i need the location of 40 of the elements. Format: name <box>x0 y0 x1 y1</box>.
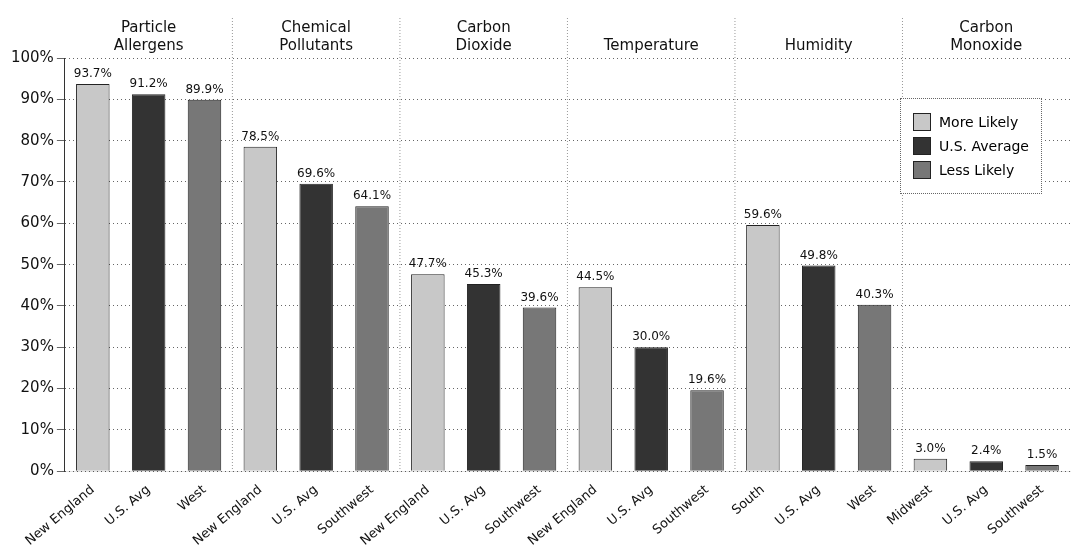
data-label: 91.2% <box>129 76 168 91</box>
data-label: 64.1% <box>352 188 392 203</box>
y-tick-label: 10% <box>20 419 54 438</box>
y-tick-label: 70% <box>20 171 54 190</box>
legend-label: Less Likely <box>939 162 1015 178</box>
data-label: 3.0% <box>915 440 946 455</box>
legend-label: U.S. Average <box>939 138 1029 154</box>
y-tick-label: 0% <box>30 461 54 480</box>
y-tick-label: 60% <box>20 213 54 232</box>
text: Temperature <box>602 36 699 54</box>
x-tick-label: U.S. Avg <box>101 481 153 528</box>
data-label: 44.5% <box>576 269 615 284</box>
y-tick-label: 90% <box>20 89 54 108</box>
text: Chemical Pollutants <box>279 18 354 54</box>
data-label: 39.6% <box>520 289 559 304</box>
data-label: 78.5% <box>241 128 280 143</box>
text: Carbon Dioxide <box>455 18 512 54</box>
data-label: 2.4% <box>970 443 1002 458</box>
y-tick-label: 20% <box>20 378 54 397</box>
y-tick-label: 80% <box>20 130 54 149</box>
data-label: 89.9% <box>185 81 224 96</box>
data-label: 93.7% <box>73 66 112 81</box>
data-label: 49.8% <box>799 247 838 262</box>
x-tick-label: U.S. Avg <box>771 481 823 528</box>
text: Particle Allergens <box>113 18 184 54</box>
text: Carbon Monoxide <box>950 18 1023 54</box>
y-tick-label: 50% <box>20 254 54 273</box>
y-tick-label: 30% <box>20 337 54 356</box>
data-label: 40.3% <box>855 286 894 301</box>
data-label: 69.6% <box>297 165 336 180</box>
data-label: 45.3% <box>464 266 503 281</box>
data-label: 1.5% <box>1026 447 1058 462</box>
data-label: 30.0% <box>632 329 671 344</box>
text: Humidity <box>784 36 853 54</box>
y-tick-label: 100% <box>10 47 54 66</box>
legend-label: More Likely <box>939 114 1019 130</box>
data-label: 59.6% <box>743 207 782 222</box>
data-label: 47.7% <box>408 256 447 271</box>
data-label: 19.6% <box>687 372 727 387</box>
y-tick-label: 40% <box>20 295 54 314</box>
